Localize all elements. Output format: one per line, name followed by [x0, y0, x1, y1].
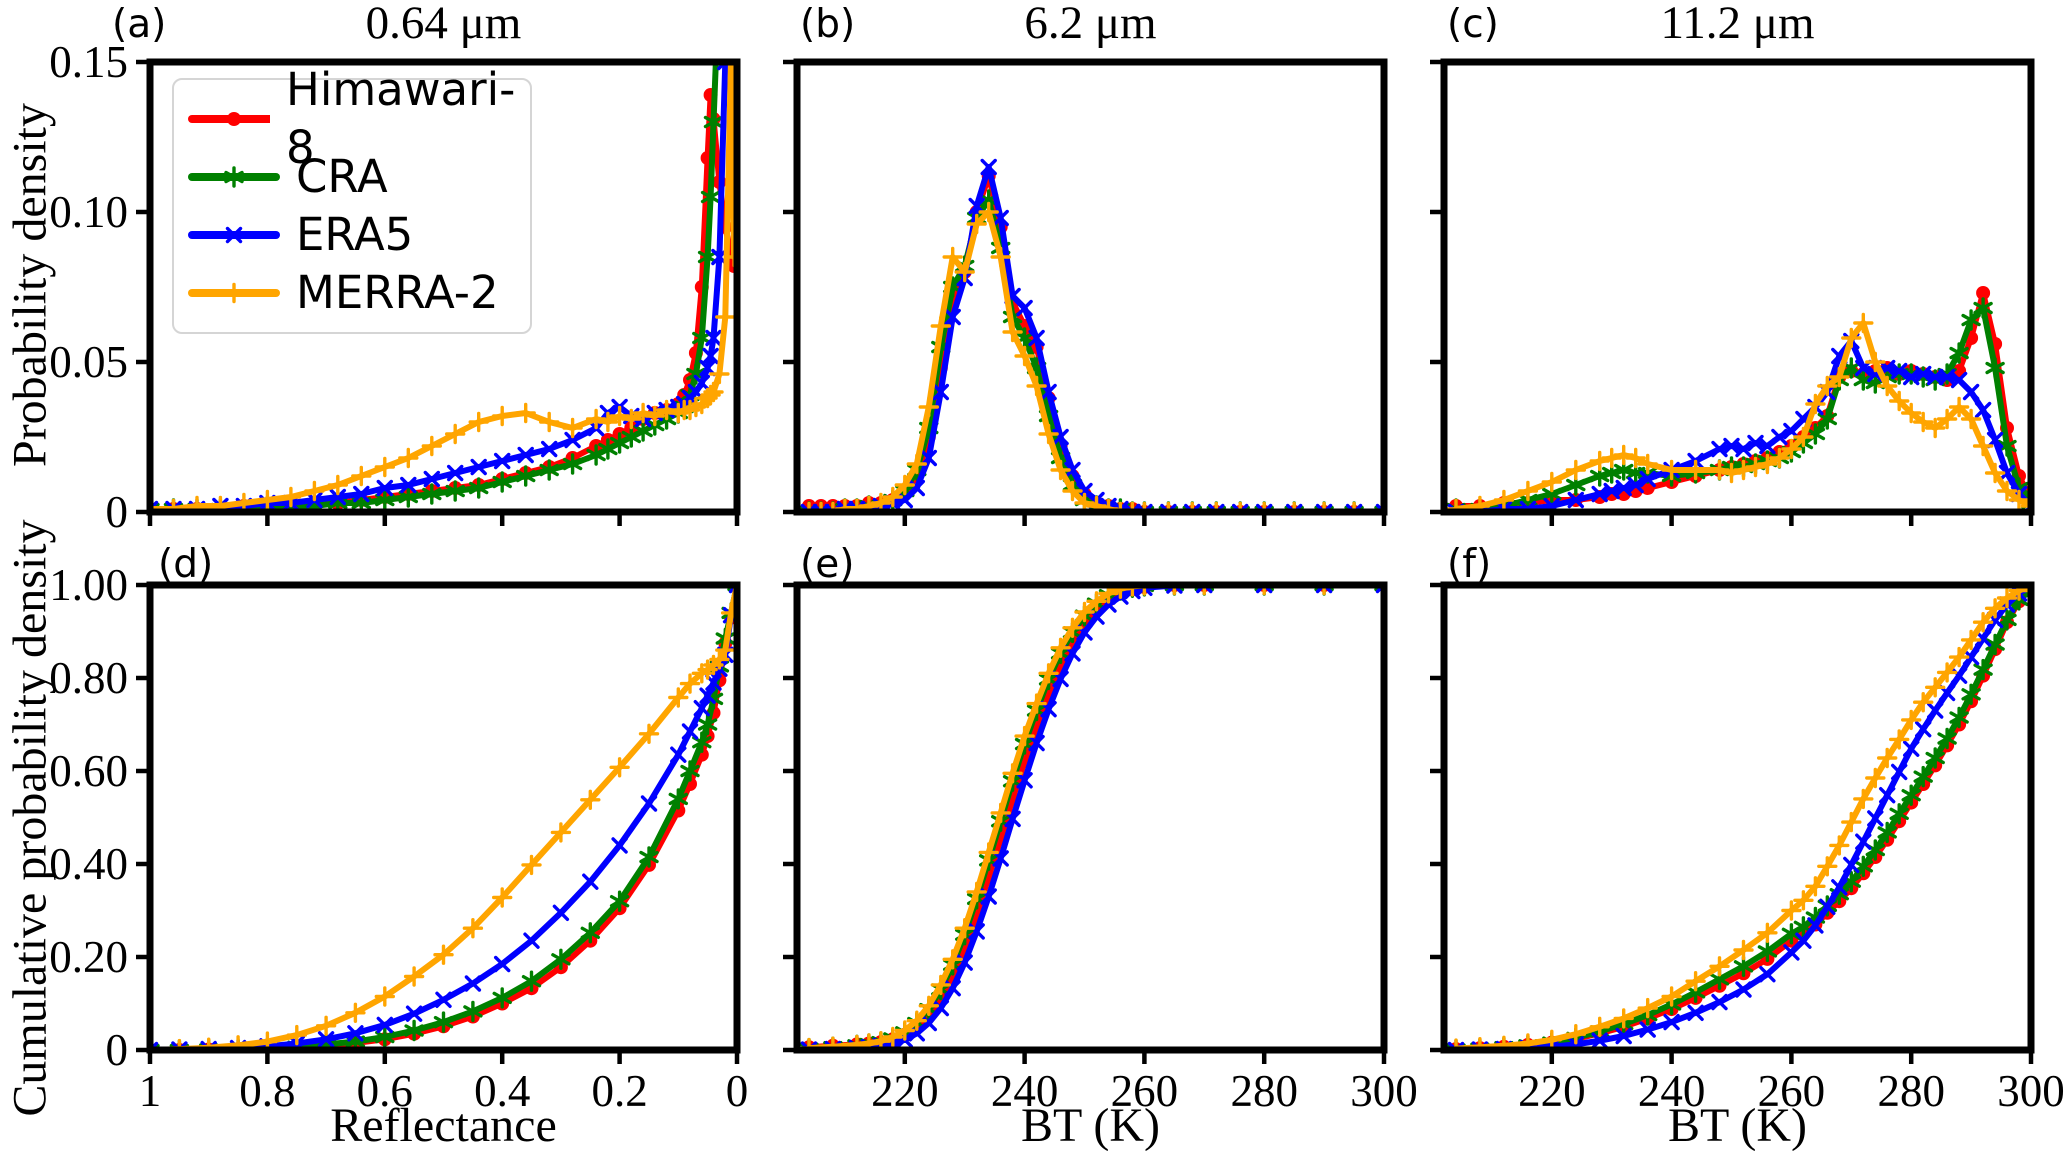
panel-d-xtick-label-0.6: 0.6 [356, 1066, 413, 1116]
panel-a-ytick-label-0.15: 0.15 [49, 37, 128, 87]
panel-b-title: 6.2 μm [1024, 0, 1157, 49]
panel-c-plot [1430, 58, 2035, 526]
panel-f-letter: (f) [1447, 542, 1492, 587]
legend-item-merra-2: MERRA-2 [188, 264, 516, 322]
panel-a-ytick-label-0.05: 0.05 [49, 337, 128, 387]
legend-swatch-line-circle-icon [188, 112, 270, 126]
legend-label: MERRA-2 [296, 266, 499, 319]
x-axis-label-reflectance: Reflectance [330, 1099, 557, 1151]
x-axis-label-bt-e: BT (K) [1020, 1099, 1161, 1151]
panel-a-plot [136, 58, 741, 526]
panel-d-xtick-label-0.2: 0.2 [591, 1066, 648, 1116]
panel-f-xtick-label-240: 240 [1637, 1066, 1706, 1116]
legend: Himawari-8 CRA ERA5 MERRA-2 [172, 63, 532, 334]
panel-f-xtick-label-300: 300 [1997, 1066, 2065, 1116]
panel-b-letter: (b) [800, 2, 856, 47]
panel-e-xtick-label-260: 260 [1110, 1066, 1179, 1116]
panel-f-xtick-label-260: 260 [1757, 1066, 1826, 1116]
y-axis-label-top-row: Probability density [3, 103, 57, 467]
panel-b-plot [783, 58, 1388, 526]
legend-label: ERA5 [296, 208, 414, 261]
panel-d-letter: (d) [158, 542, 214, 587]
panel-a-letter: (a) [112, 2, 167, 47]
panel-d-ytick-label-0.80: 0.80 [49, 653, 128, 703]
panel-e-xtick-label-240: 240 [990, 1066, 1059, 1116]
panel-e-xtick-label-220: 220 [871, 1066, 939, 1116]
panel-d-plot [136, 581, 741, 1064]
panel-a-ytick-label-0: 0 [105, 487, 129, 537]
panel-f-xtick-label-220: 220 [1518, 1066, 1586, 1116]
legend-swatch-line-x-icon [188, 226, 280, 244]
panel-f-xtick-label-280: 280 [1877, 1066, 1945, 1116]
panel-d-ytick-label-0.40: 0.40 [49, 839, 128, 889]
panel-c-letter: (c) [1447, 2, 1499, 47]
panel-c-title: 11.2 μm [1660, 0, 1815, 49]
legend-label: CRA [296, 150, 388, 203]
panel-d-ytick-label-0.60: 0.60 [49, 746, 128, 796]
panel-d-ytick-label-0.20: 0.20 [49, 932, 128, 982]
x-axis-label-bt-f: BT (K) [1667, 1099, 1808, 1151]
panel-d-ytick-label-0: 0 [105, 1025, 129, 1075]
panel-d-xtick-label-0: 0 [725, 1066, 749, 1116]
legend-item-himawari-8: Himawari-8 [188, 63, 516, 174]
panel-e-xtick-label-300: 300 [1350, 1066, 1418, 1116]
legend-swatch-line-plus-icon [188, 282, 280, 304]
panel-d-ytick-label-1.00: 1.00 [49, 560, 128, 610]
panel-e-xtick-label-280: 280 [1230, 1066, 1298, 1116]
panel-a-ytick-label-0.10: 0.10 [49, 187, 128, 237]
panel-d-xtick-label-0.4: 0.4 [474, 1066, 531, 1116]
panel-a-title: 0.64 μm [365, 0, 522, 49]
legend-item-era5: ERA5 [188, 206, 516, 264]
panel-e-plot [783, 581, 1388, 1064]
legend-swatch-line-star-icon [188, 166, 280, 188]
panel-d-xtick-label-0.8: 0.8 [239, 1066, 296, 1116]
legend-label: Himawari-8 [286, 63, 516, 174]
panel-e-letter: (e) [800, 542, 855, 587]
panel-d-xtick-label-1: 1 [138, 1066, 162, 1116]
panel-f-plot [1430, 581, 2035, 1064]
legend-item-cra: CRA [188, 148, 516, 206]
